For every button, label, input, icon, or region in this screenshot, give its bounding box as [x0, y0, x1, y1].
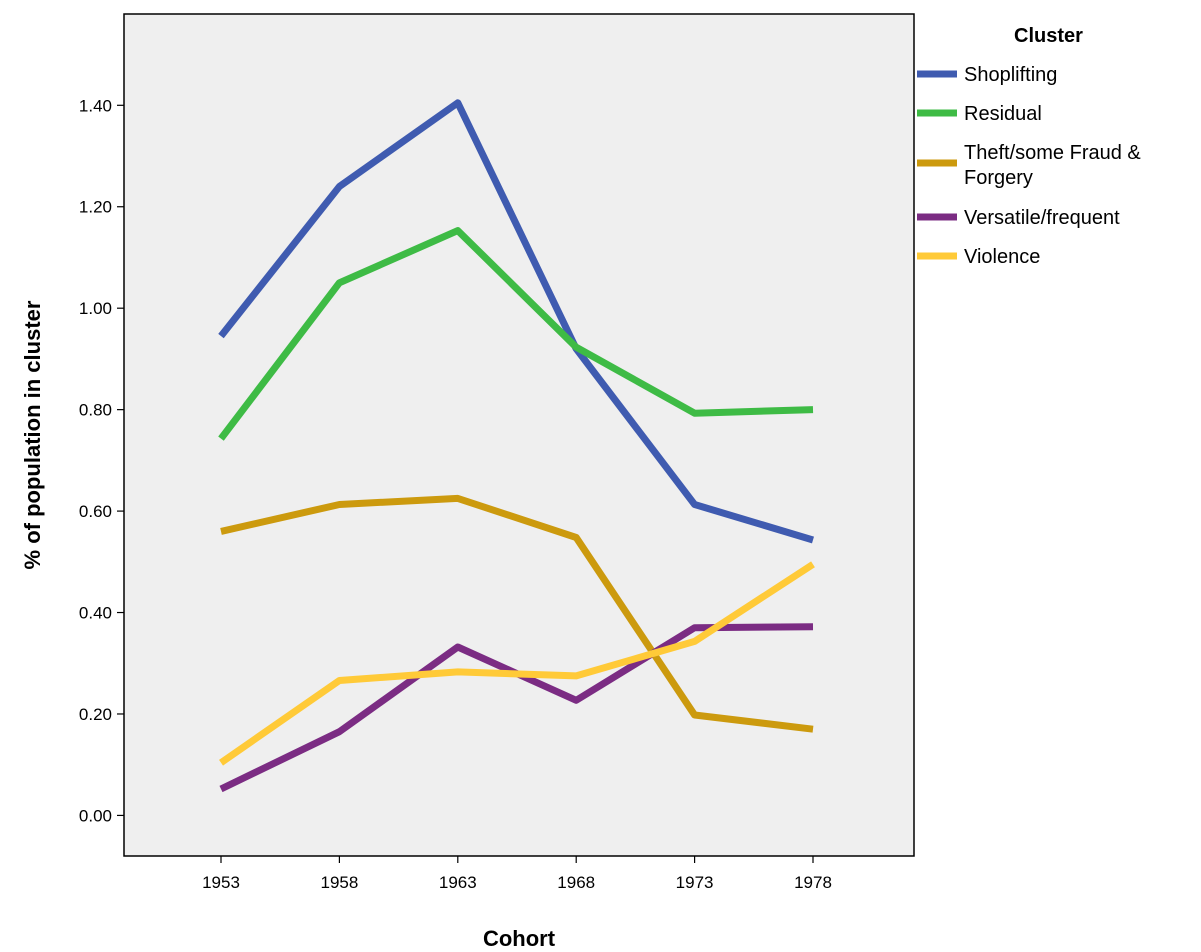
- x-axis-title: Cohort: [483, 926, 556, 951]
- y-tick-label: 1.40: [79, 96, 112, 115]
- legend-label: Versatile/frequent: [964, 207, 1120, 229]
- legend-label: Residual: [964, 103, 1042, 125]
- y-tick-label: 1.00: [79, 299, 112, 318]
- legend: Cluster Shoplifting Residual Theft/some Fr…: [917, 25, 1146, 268]
- y-tick-label: 0.60: [79, 502, 112, 521]
- series-line-theft-some-fraud-forgery: [220, 494, 814, 733]
- plot-area: [123, 13, 915, 857]
- x-tick-label: 1953: [202, 873, 240, 892]
- series-lines: [218, 99, 815, 793]
- legend-label: Violence: [964, 246, 1040, 268]
- legend-label: Shoplifting: [964, 64, 1057, 86]
- series-line-residual: [218, 227, 814, 441]
- legend-label-line: Forgery: [964, 167, 1033, 189]
- y-tick-label: 0.40: [79, 604, 112, 623]
- y-tick-label: 0.20: [79, 705, 112, 724]
- y-tick-label: 1.20: [79, 198, 112, 217]
- x-tick-label: 1973: [676, 873, 714, 892]
- y-tick-label: 0.80: [79, 401, 112, 420]
- x-tick-label: 1978: [794, 873, 832, 892]
- series-line-shoplifting: [218, 99, 815, 544]
- legend-title: Cluster: [1014, 25, 1083, 47]
- x-tick-label: 1958: [320, 873, 358, 892]
- y-tick-label: 0.00: [79, 806, 112, 825]
- legend-label: Theft/some Fraud & Forgery: [964, 142, 1146, 189]
- x-tick-label: 1963: [439, 873, 477, 892]
- series-line-violence: [219, 561, 815, 766]
- legend-label-line: Theft/some Fraud &: [964, 142, 1146, 164]
- x-tick-label: 1968: [557, 873, 595, 892]
- y-axis-title: % of population in cluster: [20, 300, 45, 569]
- x-axis: 1953 1958 1963 1968 1973 1978: [202, 856, 832, 892]
- y-axis: 0.00 0.20 0.40 0.60 0.80 1.00 1.20 1.40: [79, 96, 124, 825]
